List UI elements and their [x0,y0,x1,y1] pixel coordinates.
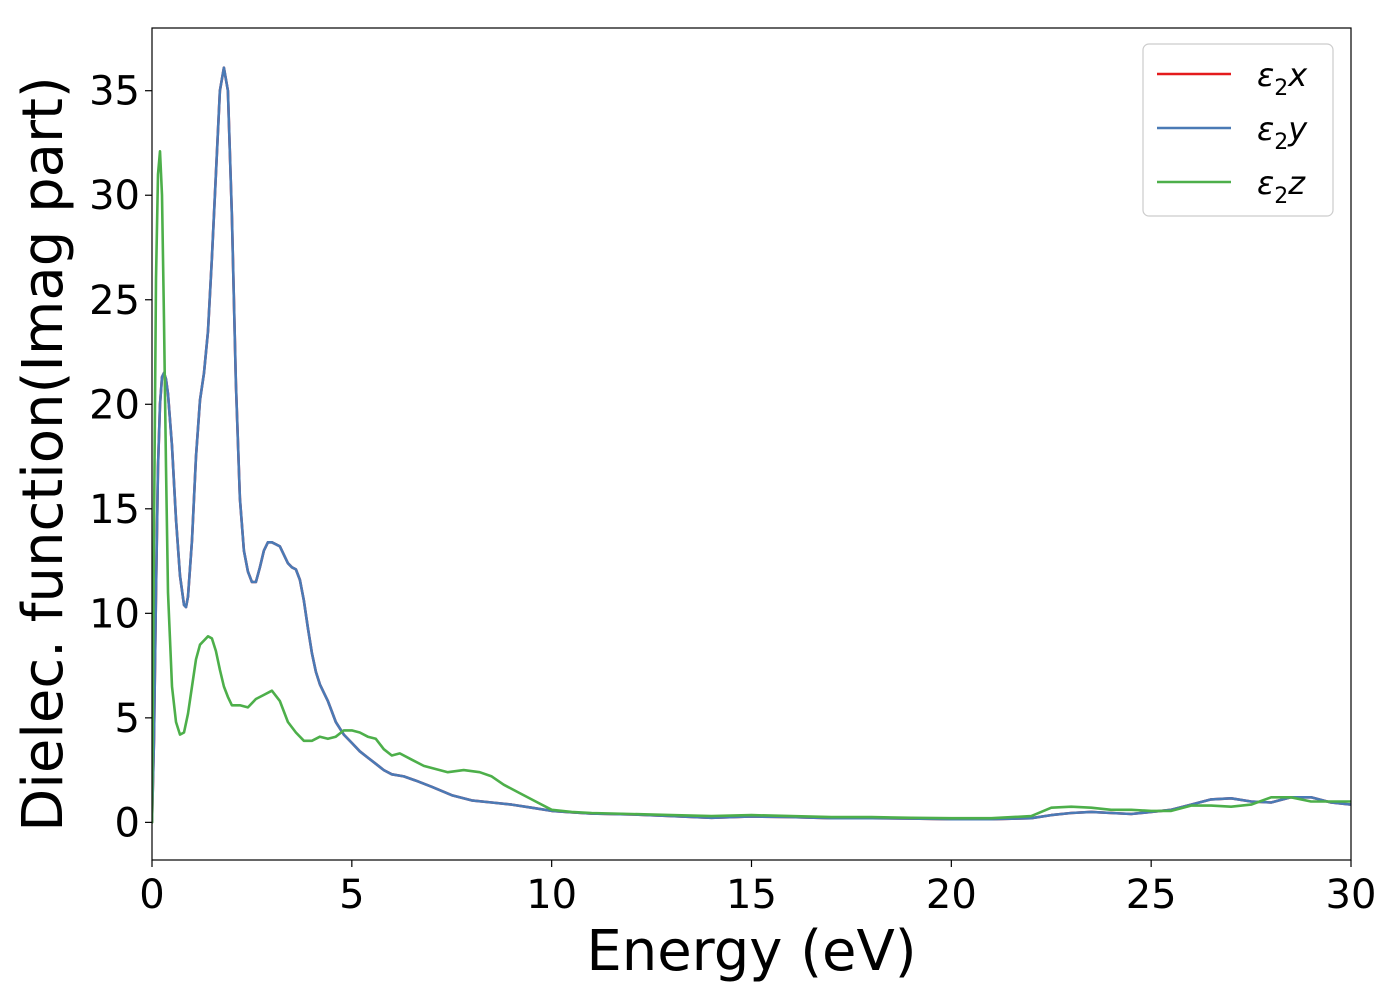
y-tick-label: 20 [89,382,140,428]
y-tick-label: 15 [89,487,140,533]
y-axis: 0 5 10 15 20 25 30 35 [89,69,152,846]
legend-subscript: 2 [1274,130,1288,155]
series-line-z [152,150,1351,824]
x-tick-label: 10 [526,872,577,918]
series-line-y [152,66,1351,824]
legend-label-x: ε2x [1257,56,1308,101]
x-tick-label: 30 [1326,872,1377,918]
legend-symbol: ε [1257,56,1274,94]
x-tick-label: 25 [1126,872,1177,918]
x-tick-label: 15 [726,872,777,918]
legend-subscript: 2 [1274,184,1288,209]
y-axis-label: Dielec. function(Imag part) [11,76,76,832]
legend-box [1142,43,1334,217]
x-axis-label: Energy (eV) [586,919,916,984]
legend-variable: z [1287,164,1306,202]
y-tick-label: 25 [89,278,140,324]
legend-subscript: 2 [1274,76,1288,101]
x-tick-label: 5 [339,872,364,918]
x-tick-label: 20 [926,872,977,918]
legend-variable: x [1287,56,1308,94]
series-layer [152,66,1351,824]
legend-symbol: ε [1257,110,1274,148]
legend-label-z: ε2z [1257,164,1306,209]
x-axis: 0 5 10 15 20 25 30 [139,860,1376,918]
y-tick-label: 30 [89,173,140,219]
x-tick-label: 0 [139,872,164,918]
legend-symbol: ε [1257,164,1274,202]
y-tick-label: 35 [89,69,140,115]
y-tick-label: 10 [89,591,140,637]
legend-variable: y [1287,110,1308,148]
legend-label-y: ε2y [1257,110,1308,155]
y-tick-label: 5 [115,696,140,742]
y-tick-label: 0 [115,800,140,846]
